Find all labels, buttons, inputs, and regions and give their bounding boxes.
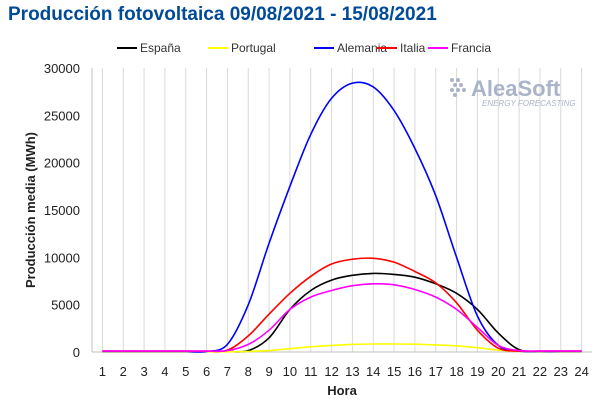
y-tick-label: 10000 [44,250,80,265]
y-tick-labels: 0 5000 10000 15000 20000 25000 30000 [44,61,80,360]
logo-dot [453,83,457,87]
logo-dot [453,93,457,97]
y-tick-label: 15000 [44,203,80,218]
x-tick-label: 6 [203,364,210,379]
gridlines [101,68,583,352]
logo-dot [450,78,454,82]
logo-dots-icon [450,78,466,97]
x-tick-label: 24 [574,364,588,379]
x-tick-label: 13 [345,364,359,379]
series-line-alemania [102,81,582,353]
axes [91,68,592,353]
x-tick-label: 4 [161,364,168,379]
x-tick-label: 21 [512,364,526,379]
x-tick-label: 10 [283,364,297,379]
x-tick-label: 11 [304,364,318,379]
y-tick-label: 30000 [44,61,80,76]
x-tick-label: 2 [120,364,127,379]
x-tick-label: 9 [265,364,272,379]
x-tick-label: 16 [408,364,422,379]
logo-dot [456,88,460,92]
aleasoft-logo: AleaSoft ENERGY FORECASTING [450,76,576,108]
x-tick-label: 3 [140,364,147,379]
legend-label-alemania: Alemania [337,41,387,55]
x-tick-label: 7 [224,364,231,379]
y-axis-label: Producción media (MWh) [23,132,38,288]
x-tick-label: 14 [366,364,380,379]
legend-label-portugal: Portugal [231,41,276,55]
x-tick-label: 15 [387,364,401,379]
y-tick-label: 25000 [44,108,80,123]
legend-label-italia: Italia [400,41,426,55]
x-tick-label: 17 [429,364,443,379]
series-lines [102,81,582,353]
y-tick-label: 5000 [51,298,80,313]
x-tick-label: 19 [470,364,484,379]
logo-dot [462,88,466,92]
y-tick-label: 20000 [44,156,80,171]
x-tick-label: 12 [324,364,338,379]
logo-text: AleaSoft [471,76,561,101]
series-line-espana [102,272,582,353]
logo-dot [456,78,460,82]
series-line-francia [102,282,582,353]
x-tick-labels: 1 2 3 4 5 6 7 8 9 10 11 12 13 14 15 16 17 18 19 20 21 22 23 24 [99,364,589,379]
chart-title: Producción fotovoltaica 09/08/2021 - 15/… [8,4,437,25]
legend-label-francia: Francia [451,41,491,55]
series-line-italia [102,257,582,353]
x-tick-label: 8 [245,364,252,379]
x-tick-label: 1 [99,364,106,379]
x-tick-label: 5 [182,364,189,379]
x-tick-label: 20 [491,364,505,379]
x-tick-label: 23 [554,364,568,379]
x-tick-label: 18 [449,364,463,379]
y-tick-label: 0 [73,345,80,360]
legend-label-espana: España [140,41,181,55]
x-axis-label: Hora [327,383,357,398]
logo-tagline: ENERGY FORECASTING [482,99,576,108]
logo-dot [459,83,463,87]
x-tick-label: 22 [533,364,547,379]
legend: España Portugal Alemania Italia Francia [117,41,491,55]
logo-dot [450,88,454,92]
